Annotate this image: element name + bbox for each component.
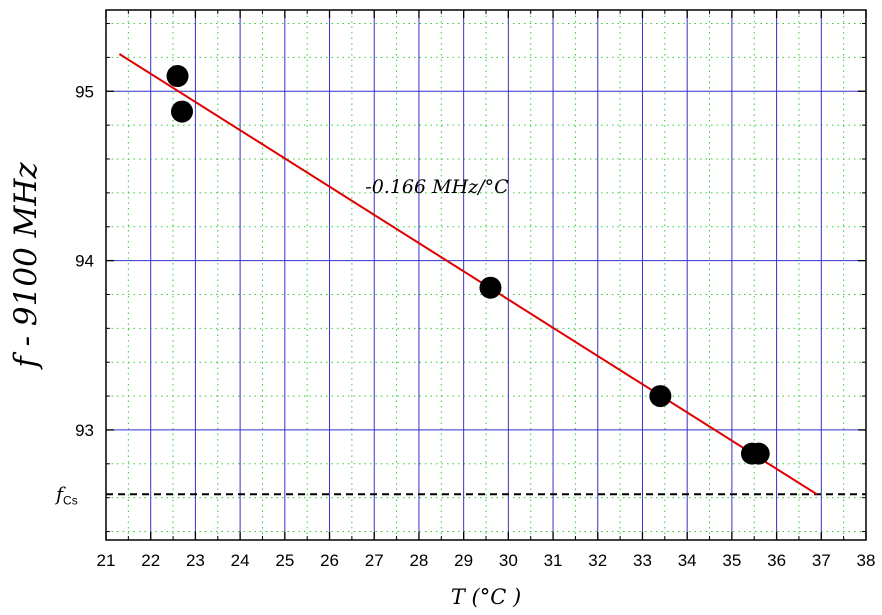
axis-ticks [105, 10, 867, 540]
x-tick-label: 34 [678, 551, 697, 570]
x-tick-label: 38 [857, 551, 876, 570]
data-points [166, 65, 770, 465]
x-tick-label: 26 [320, 551, 339, 570]
data-point [747, 442, 770, 465]
y-tick-label: 93 [75, 421, 94, 440]
minor-grid [106, 10, 866, 540]
fcs-label-subscript: Cs [63, 493, 78, 507]
x-tick-label: 21 [97, 551, 116, 570]
data-point [171, 100, 193, 123]
x-tick-label: 27 [365, 551, 384, 570]
x-axis-title: T (°C ) [451, 585, 521, 609]
data-point [166, 65, 189, 88]
x-tick-label: 36 [767, 551, 786, 570]
fcs-label-main: f [54, 483, 66, 505]
x-tick-label: 31 [544, 551, 563, 570]
y-axis-title: f - 9100 MHz [8, 162, 44, 370]
y-tick-labels: 93 94 95 [75, 82, 94, 440]
x-tick-label: 29 [454, 551, 473, 570]
x-tick-label: 22 [141, 551, 160, 570]
y-tick-label: 94 [75, 252, 94, 271]
x-tick-label: 32 [588, 551, 607, 570]
x-tick-label: 28 [409, 551, 428, 570]
x-tick-labels: 21 22 23 24 25 26 27 28 29 30 31 32 33 34 35 36 37 38 [97, 551, 876, 570]
data-point [479, 276, 502, 299]
x-tick-label: 25 [275, 551, 294, 570]
x-tick-label: 24 [231, 551, 250, 570]
slope-annotation: -0.166 MHz/°C [365, 176, 509, 198]
x-tick-label: 33 [633, 551, 652, 570]
x-tick-label: 23 [186, 551, 205, 570]
fcs-label: fCs [54, 483, 78, 507]
fit-line [118, 53, 818, 496]
major-grid [106, 10, 866, 540]
y-tick-label: 95 [75, 82, 94, 101]
x-tick-label: 30 [499, 551, 518, 570]
x-tick-label: 35 [722, 551, 741, 570]
data-point [649, 385, 672, 408]
x-tick-label: 37 [812, 551, 831, 570]
